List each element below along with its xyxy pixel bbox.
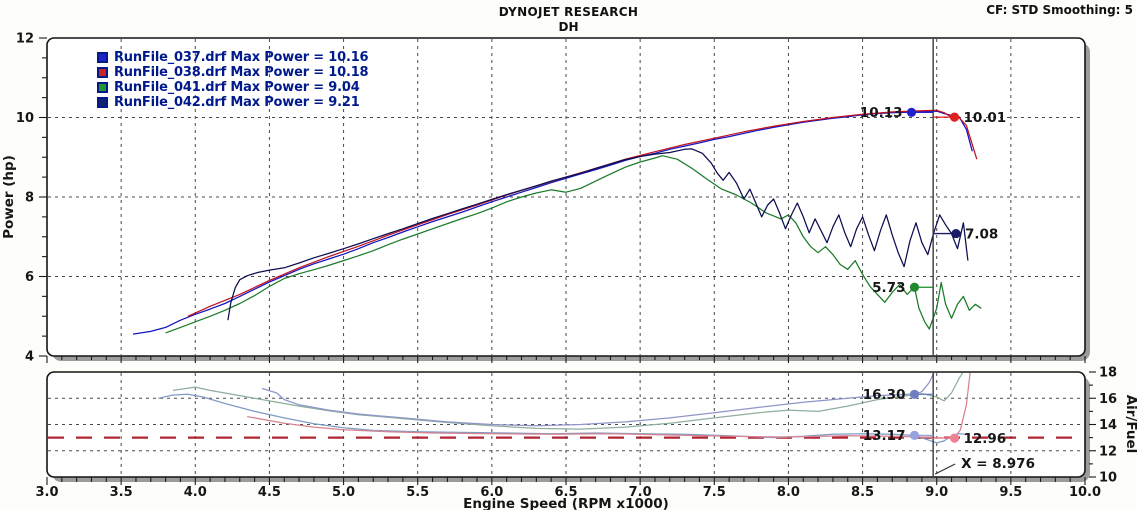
x-tick-label: 6.5 bbox=[554, 485, 577, 500]
x-tick-label: 7.5 bbox=[703, 485, 726, 500]
x-tick-label: 3.0 bbox=[35, 485, 58, 500]
marker-label-10.01: 10.01 bbox=[964, 110, 1007, 126]
power-tick-label: 10 bbox=[16, 111, 34, 126]
run-042-color-swatch bbox=[97, 97, 108, 108]
cursor-annotation: X = 8.976 bbox=[934, 456, 1035, 475]
marker-dot-10.13[interactable] bbox=[906, 107, 917, 117]
curve-runfile-038-drf bbox=[187, 109, 978, 317]
x-tick-label: 9.0 bbox=[925, 485, 948, 500]
legend-label: RunFile_041.drf Max Power = 9.04 bbox=[114, 80, 360, 95]
axis-labels: 3.0 3.5 4.0 4.5 5.0 5.5 6.0 6.5 7.0 7.5 8.0 8.5 9.0 9… bbox=[1, 32, 1137, 510]
marker-label-5.73: 5.73 bbox=[872, 280, 905, 296]
curve-runfile-041-drf-af bbox=[172, 373, 967, 430]
power-axis-title: Power (hp) bbox=[1, 155, 17, 239]
marker-dot-13.17[interactable] bbox=[909, 430, 920, 440]
af-tick-label: 12 bbox=[1099, 444, 1117, 459]
x-axis-title: Engine Speed (RPM x1000) bbox=[463, 496, 669, 510]
legend-label: RunFile_042.drf Max Power = 9.21 bbox=[114, 95, 360, 110]
curve-runfile-042-drf-af bbox=[261, 373, 938, 427]
power-tick-label: 12 bbox=[16, 32, 34, 47]
run-038-color-swatch bbox=[97, 67, 108, 78]
af-axis-title: Air/Fuel bbox=[1123, 395, 1137, 454]
x-tick-label: 4.5 bbox=[258, 485, 281, 500]
run-name: DH bbox=[558, 20, 579, 34]
x-tick-label: 9.5 bbox=[999, 485, 1022, 500]
x-tick-label: 7.0 bbox=[629, 485, 652, 500]
legend-label: RunFile_038.drf Max Power = 10.18 bbox=[114, 65, 369, 80]
af-tick-label: 16 bbox=[1099, 392, 1117, 407]
marker-label-12.96: 12.96 bbox=[964, 431, 1007, 447]
power-tick-label: 8 bbox=[25, 191, 34, 206]
x-tick-label: 3.5 bbox=[110, 485, 133, 500]
legend-item-runfile-038[interactable]: RunFile_038.drf Max Power = 10.18 bbox=[97, 65, 369, 80]
af-tick-label: 14 bbox=[1099, 418, 1117, 433]
run-037-color-swatch bbox=[97, 52, 108, 63]
marker-dot-16.30[interactable] bbox=[909, 389, 920, 399]
af-plot: 16.30 13.17 12.96 bbox=[46, 371, 1090, 482]
curve-runfile-042-drf bbox=[227, 148, 969, 321]
gridlines bbox=[48, 39, 1084, 355]
power-plot: 10.13 10.01 7.08 5.73 bbox=[46, 37, 1090, 361]
x-tick-label: 5.5 bbox=[406, 485, 429, 500]
cursor-markers: 16.30 13.17 12.96 bbox=[863, 387, 1006, 447]
marker-dot-12.96[interactable] bbox=[949, 433, 960, 443]
x-tick-label: 5.0 bbox=[332, 485, 355, 500]
marker-label-16.30: 16.30 bbox=[863, 387, 906, 403]
correction-smoothing-status: CF: STD Smoothing: 5 bbox=[986, 3, 1133, 17]
legend-item-runfile-037[interactable]: RunFile_037.drf Max Power = 10.16 bbox=[97, 50, 369, 65]
marker-dot-10.01[interactable] bbox=[949, 112, 960, 122]
x-tick-label: 8.0 bbox=[777, 485, 800, 500]
af-tick-label: 18 bbox=[1099, 366, 1117, 381]
x-tick-label: 6.0 bbox=[480, 485, 503, 500]
legend-label: RunFile_037.drf Max Power = 10.16 bbox=[114, 50, 369, 65]
x-tick-label: 4.0 bbox=[184, 485, 207, 500]
marker-label-10.13: 10.13 bbox=[860, 105, 903, 121]
x-tick-label: 10.0 bbox=[1069, 485, 1101, 500]
af-tick-label: 10 bbox=[1099, 471, 1117, 486]
legend-item-runfile-041[interactable]: RunFile_041.drf Max Power = 9.04 bbox=[97, 80, 368, 95]
legend-item-runfile-042[interactable]: RunFile_042.drf Max Power = 9.21 bbox=[97, 95, 368, 110]
power-tick-label: 4 bbox=[25, 350, 34, 365]
marker-label-13.17: 13.17 bbox=[863, 428, 906, 444]
series-curves bbox=[132, 109, 982, 335]
run-legend: RunFile_037.drf Max Power = 10.16 RunFil… bbox=[97, 50, 369, 110]
axes bbox=[39, 37, 1096, 485]
power-tick-label: 6 bbox=[25, 270, 34, 285]
page-title: DYNOJET RESEARCH bbox=[498, 5, 639, 19]
run-041-color-swatch bbox=[97, 82, 108, 93]
x-tick-label: 8.5 bbox=[851, 485, 874, 500]
marker-dot-7.08[interactable] bbox=[951, 228, 961, 239]
cursor-x-value: X = 8.976 bbox=[961, 456, 1035, 472]
marker-dot-5.73[interactable] bbox=[909, 282, 920, 292]
cursor-markers: 10.13 10.01 7.08 5.73 bbox=[860, 105, 1006, 296]
marker-label-7.08: 7.08 bbox=[965, 226, 998, 242]
